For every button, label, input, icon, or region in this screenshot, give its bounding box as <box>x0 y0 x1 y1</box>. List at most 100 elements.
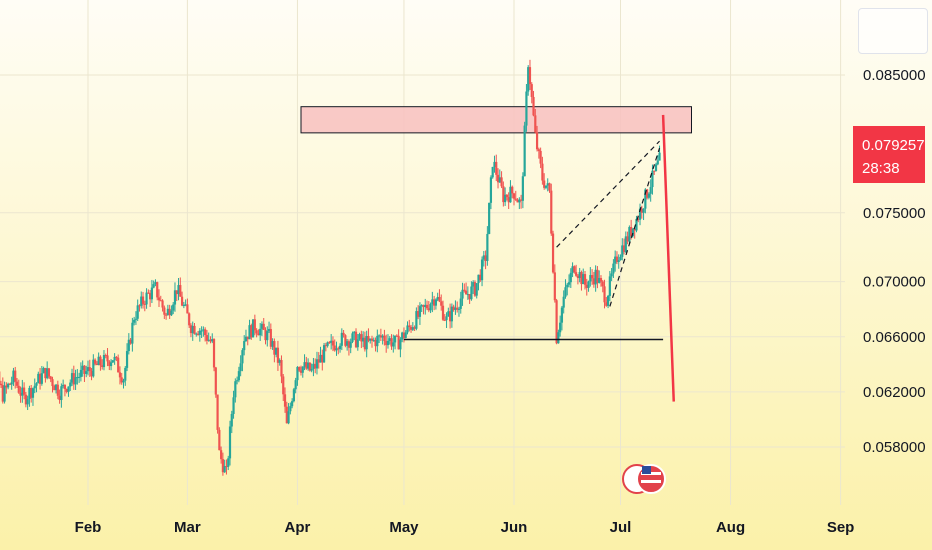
candle-body <box>152 284 155 288</box>
candle-body <box>255 330 258 334</box>
candle-body <box>509 186 512 203</box>
candle-body <box>493 161 496 167</box>
time-tick-label: Apr <box>285 519 311 536</box>
candle-body <box>191 325 194 334</box>
candle-body <box>642 208 645 213</box>
candle-body <box>622 245 626 252</box>
candle-body <box>649 187 652 194</box>
candle-body <box>409 326 413 330</box>
candle-body <box>285 406 288 424</box>
candle-body <box>131 322 134 344</box>
candle-body <box>120 377 123 383</box>
candle-body <box>267 329 271 332</box>
candle-body <box>259 328 262 336</box>
candle-body <box>296 366 299 381</box>
candle-body <box>200 330 203 332</box>
candle-body <box>523 125 526 177</box>
candle-body <box>438 296 441 302</box>
candle-body <box>234 381 237 398</box>
price-axis[interactable]: 0.085000 0.075000 0.070000 0.066000 0.062000… <box>863 67 926 456</box>
time-axis[interactable]: Feb Mar Apr May Jun Jul Aug Sep <box>75 519 855 536</box>
candle-body <box>101 365 104 368</box>
candle-body <box>143 303 146 305</box>
candle-body <box>244 336 248 342</box>
candle-body <box>447 311 450 317</box>
candle-body <box>5 385 8 388</box>
candle-body <box>417 311 420 317</box>
candle-body <box>118 372 122 378</box>
candle-body <box>74 377 77 385</box>
candle-body <box>464 290 468 295</box>
candle-body <box>3 385 6 402</box>
grid <box>0 0 845 505</box>
candle-body <box>42 368 45 374</box>
candle-body <box>88 367 91 371</box>
candle-body <box>292 389 296 402</box>
candle-body <box>431 299 434 305</box>
candle-body <box>180 296 184 306</box>
candle-body <box>429 304 432 311</box>
candle-body <box>560 307 564 323</box>
candle-body <box>466 294 469 296</box>
candle-body <box>122 380 125 383</box>
candle-body <box>223 466 226 473</box>
candle-body <box>182 304 185 306</box>
candle-body <box>427 308 430 311</box>
candle-body <box>145 292 148 305</box>
candle-body <box>149 293 152 300</box>
candle-body <box>463 289 466 291</box>
candle-body <box>250 325 253 338</box>
candle-body <box>65 389 68 392</box>
candle-body <box>454 307 457 310</box>
candle-body <box>596 269 599 283</box>
candle-body <box>218 429 221 451</box>
chart-settings-box[interactable] <box>858 8 928 54</box>
price-tick-label: 0.062000 <box>863 384 926 401</box>
candle-body <box>441 305 445 320</box>
candle-body <box>576 275 580 279</box>
candle-body <box>124 367 127 381</box>
candle-body <box>638 208 642 220</box>
candle-body <box>624 236 627 252</box>
price-tick-label: 0.075000 <box>863 205 926 222</box>
candle-body <box>434 299 438 306</box>
candle-body <box>221 459 225 473</box>
candle-body <box>330 340 333 343</box>
candle-body <box>397 335 400 350</box>
candle-body <box>0 383 3 386</box>
candle-body <box>177 285 180 295</box>
candle-body <box>72 373 75 385</box>
candle-body <box>386 340 390 346</box>
candle-body <box>12 370 15 383</box>
us-flag-icon[interactable] <box>622 464 666 494</box>
candle-body <box>269 329 272 347</box>
candle-body <box>635 218 638 231</box>
candle-body <box>276 347 280 363</box>
candle-body <box>262 323 265 330</box>
candle-body <box>594 269 597 285</box>
current-price-badge-bg <box>853 126 925 183</box>
candle-body <box>358 334 361 340</box>
candle-body <box>539 150 542 164</box>
candle-body <box>486 233 489 261</box>
candle-body <box>472 282 475 287</box>
time-tick-label: Jul <box>610 519 632 536</box>
candle-body <box>601 281 604 287</box>
candle-body <box>374 339 377 347</box>
candle-body <box>76 377 79 379</box>
candle-body <box>38 373 42 384</box>
candle-body <box>573 266 576 273</box>
candle-body <box>587 281 590 288</box>
candle-body <box>516 199 519 203</box>
candle-body <box>557 332 560 344</box>
candle-body <box>53 386 56 391</box>
candle-body <box>388 338 391 341</box>
candle-body <box>654 164 658 171</box>
candle-body <box>14 370 17 382</box>
candle-body <box>363 337 367 350</box>
candle-body <box>553 272 556 301</box>
candle-body <box>35 383 38 386</box>
candle-body <box>605 302 608 306</box>
candle-body <box>15 381 19 386</box>
